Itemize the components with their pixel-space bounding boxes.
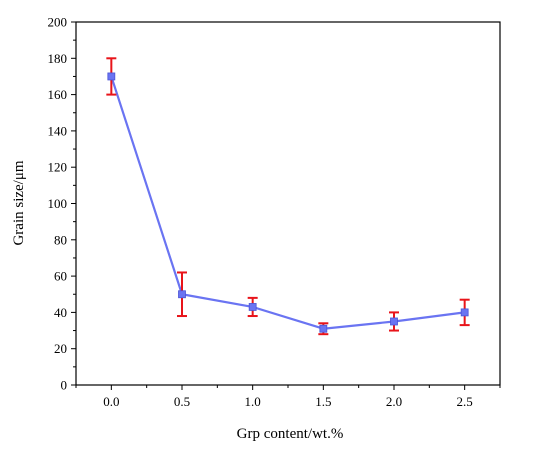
x-tick-label: 1.5 [315, 394, 331, 409]
y-tick-label: 200 [48, 15, 68, 30]
axes: 0 20 40 60 80 100 120 140 160 180 200 0.0 0.5 1.0 1.5 2… [48, 15, 501, 409]
y-tick-label: 120 [48, 160, 68, 175]
y-tick-label: 140 [48, 123, 68, 138]
series-line [110, 76, 465, 330]
y-tick-label: 0 [61, 378, 68, 393]
data-point [178, 290, 186, 299]
x-tick-label: 0.0 [103, 394, 119, 409]
plot-frame [75, 21, 501, 386]
y-tick-label: 180 [48, 51, 68, 66]
x-tick-label: 1.0 [245, 394, 261, 409]
data-point [319, 324, 328, 333]
y-axis-title: Grain size/μm [11, 160, 27, 245]
data-point [460, 308, 469, 317]
x-tick-label: 0.5 [174, 394, 190, 409]
series-layer [106, 57, 470, 336]
y-tick-label: 60 [54, 269, 67, 284]
x-axis-title: Grp content/wt.% [237, 426, 344, 442]
x-tick-label: 2.0 [386, 394, 402, 409]
y-tick-label: 20 [54, 341, 67, 356]
data-point [390, 317, 398, 326]
data-point [107, 72, 116, 81]
y-tick-label: 100 [48, 196, 68, 211]
y-tick-label: 160 [48, 87, 68, 102]
y-tick-label: 40 [54, 305, 67, 320]
x-tick-label: 2.5 [457, 394, 473, 409]
y-tick-label: 80 [54, 232, 67, 247]
data-point [248, 303, 257, 311]
